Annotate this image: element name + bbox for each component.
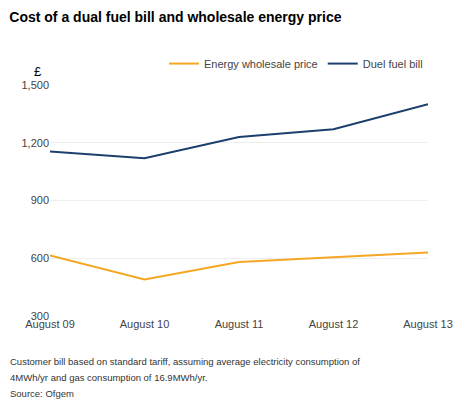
svg-text:August 13: August 13 bbox=[403, 318, 453, 330]
svg-text:August 09: August 09 bbox=[25, 318, 75, 330]
svg-text:4MWh/yr and gas consumption of: 4MWh/yr and gas consumption of 16.9MWh/y… bbox=[10, 372, 207, 383]
svg-text:£: £ bbox=[34, 64, 42, 79]
svg-text:August 12: August 12 bbox=[309, 318, 359, 330]
svg-text:Source: Ofgem: Source: Ofgem bbox=[10, 388, 74, 399]
svg-text:600: 600 bbox=[31, 252, 49, 264]
svg-text:Duel fuel bill: Duel fuel bill bbox=[363, 58, 423, 70]
svg-text:August 11: August 11 bbox=[215, 318, 264, 330]
svg-text:1,200: 1,200 bbox=[21, 137, 49, 149]
svg-text:Energy wholesale price: Energy wholesale price bbox=[204, 58, 318, 70]
svg-text:Cost of a dual fuel bill and w: Cost of a dual fuel bill and wholesale e… bbox=[9, 9, 341, 25]
svg-text:Customer bill based on standar: Customer bill based on standard tariff, … bbox=[10, 356, 360, 367]
svg-text:900: 900 bbox=[31, 194, 49, 206]
svg-text:300: 300 bbox=[31, 310, 49, 322]
svg-text:1,500: 1,500 bbox=[21, 79, 49, 91]
svg-text:August 10: August 10 bbox=[120, 318, 170, 330]
